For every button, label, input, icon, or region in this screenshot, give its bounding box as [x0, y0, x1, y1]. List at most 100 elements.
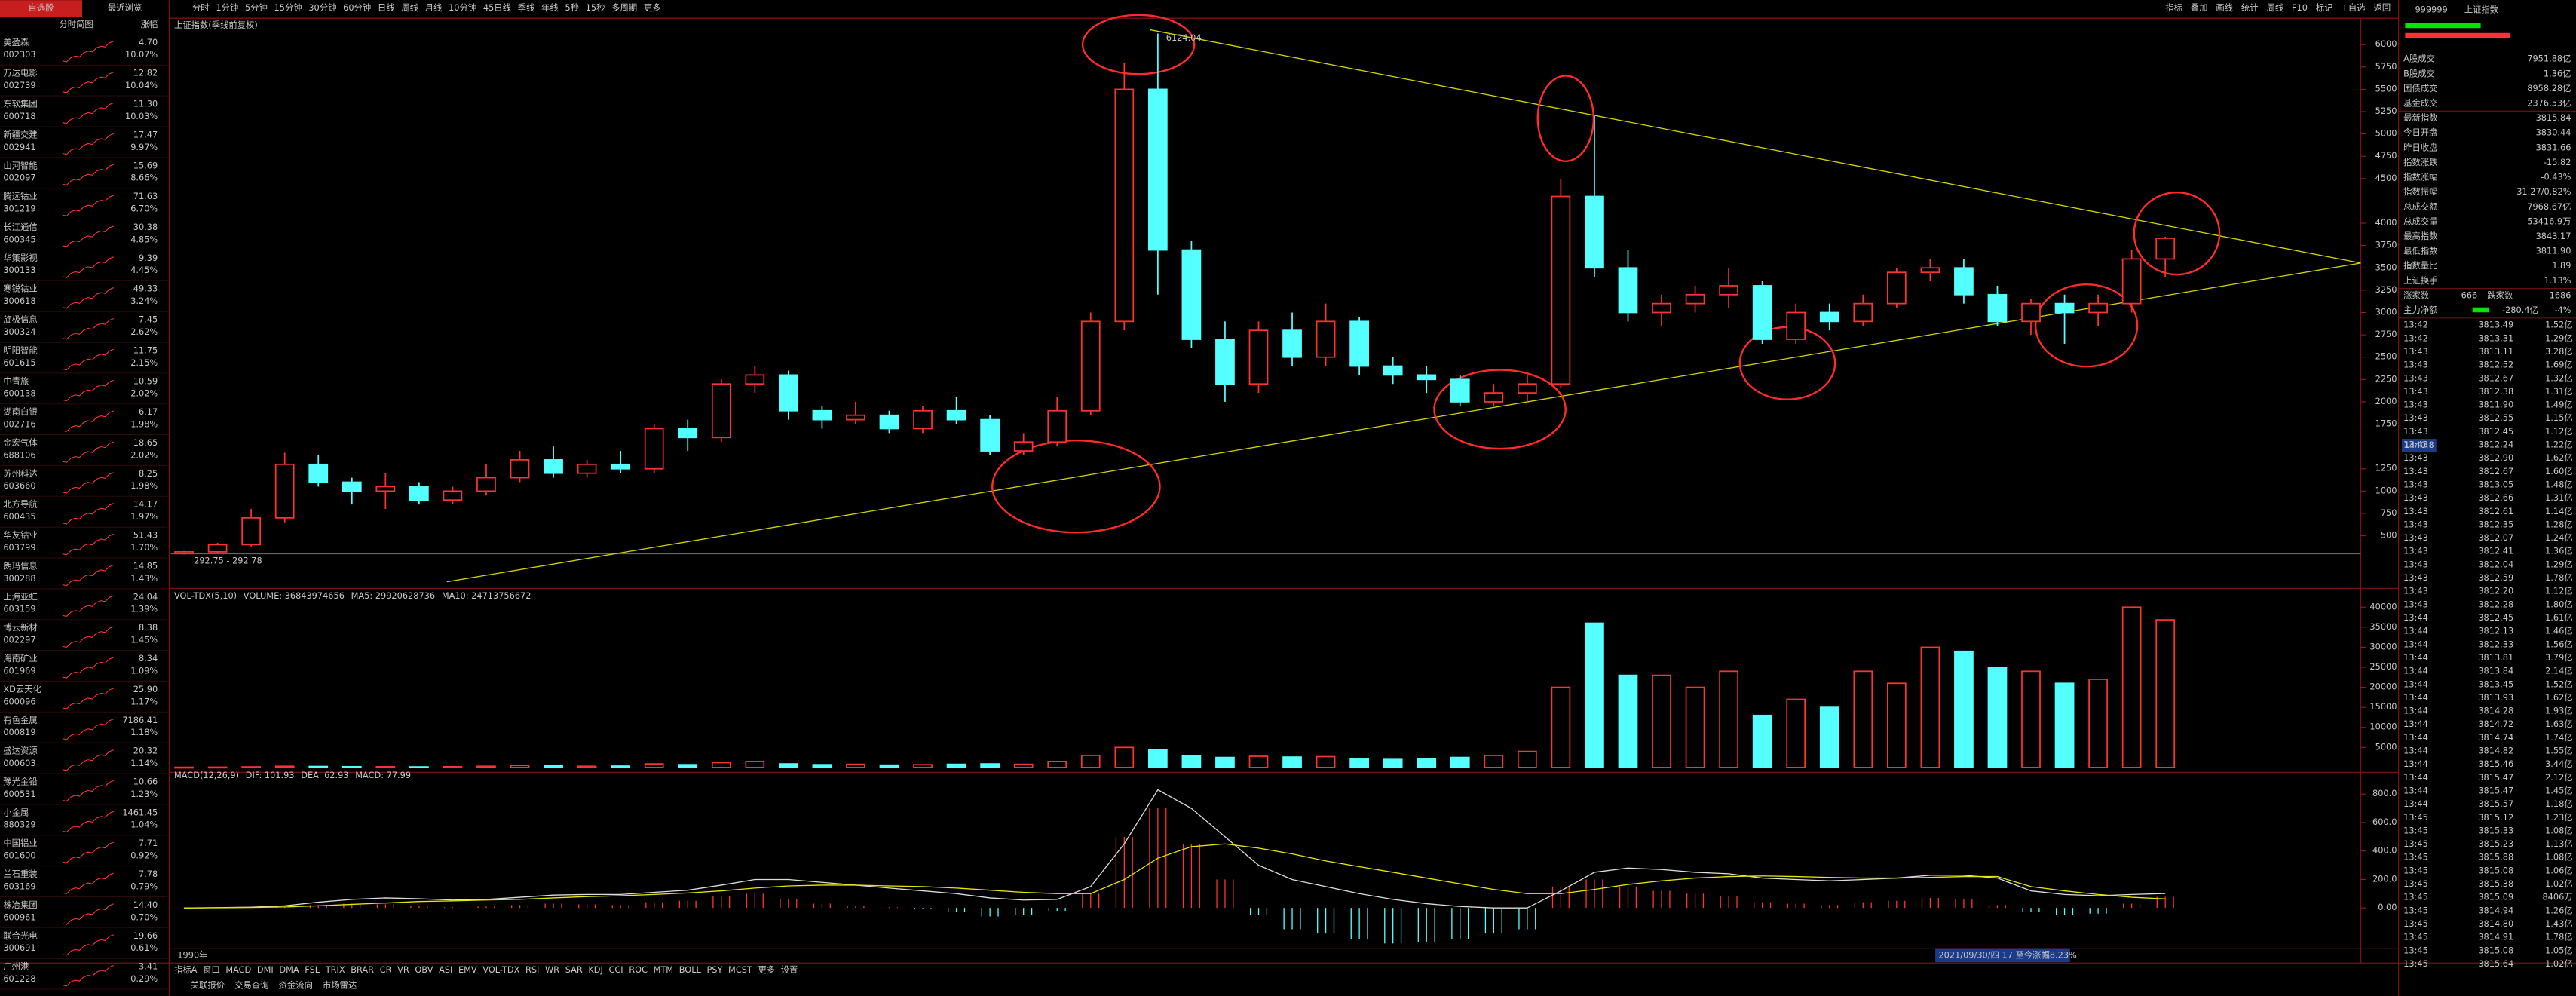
- mini-chart: [62, 903, 114, 925]
- stock-name[interactable]: 朗玛信息: [3, 560, 37, 571]
- period-tab[interactable]: 1分钟: [216, 2, 238, 13]
- stock-name[interactable]: 中青旅: [3, 375, 29, 386]
- stock-name[interactable]: 金宏气体: [3, 437, 38, 448]
- stock-name[interactable]: 万达电影: [3, 68, 37, 78]
- period-tab[interactable]: 30分钟: [308, 2, 336, 13]
- period-tab[interactable]: 日线: [378, 2, 395, 13]
- stock-name[interactable]: 东软集团: [3, 99, 37, 109]
- indicator-tab[interactable]: MCST: [728, 964, 752, 975]
- period-tab[interactable]: 5秒: [565, 2, 579, 13]
- indicator-tab[interactable]: MACD: [225, 964, 251, 975]
- indicator-tab[interactable]: DMI: [257, 964, 274, 975]
- indicator-tab[interactable]: MTM: [654, 964, 673, 975]
- stock-name[interactable]: 华策影视: [3, 253, 37, 263]
- indicator-tab[interactable]: ASI: [439, 964, 452, 975]
- stock-name[interactable]: 小金属: [3, 807, 29, 817]
- period-tab[interactable]: 10分钟: [449, 2, 476, 13]
- period-tab[interactable]: 分时: [192, 2, 210, 13]
- stock-name[interactable]: 旋极信息: [3, 314, 37, 325]
- tick-time: 13:44: [2403, 639, 2428, 649]
- indicator-tab[interactable]: 窗口: [203, 964, 220, 975]
- stock-name[interactable]: 上海亚虹: [3, 591, 37, 602]
- stock-name[interactable]: 长江通信: [3, 222, 37, 232]
- indicator-tab[interactable]: CCI: [608, 964, 623, 975]
- stock-code: 601615: [3, 357, 35, 368]
- indicator-tab[interactable]: OBV: [415, 964, 433, 975]
- stock-name[interactable]: 盛达资源: [3, 746, 37, 756]
- stock-name[interactable]: 寒锐钴业: [3, 283, 37, 294]
- indicator-tab[interactable]: CR: [380, 964, 392, 975]
- indicator-tab[interactable]: SAR: [565, 964, 583, 975]
- tick-volume: 1.22亿: [2545, 440, 2573, 450]
- indicator-tab[interactable]: RSI: [525, 964, 539, 975]
- stock-name[interactable]: 株冶集团: [3, 899, 37, 910]
- indicator-tab[interactable]: ROC: [629, 964, 648, 975]
- period-tab[interactable]: 季线: [518, 2, 535, 13]
- stock-name[interactable]: 海南矿业: [3, 653, 37, 663]
- indicator-tab[interactable]: VR: [397, 964, 409, 975]
- pane-title: VOL-TDX(5,10): [174, 590, 237, 601]
- stock-name[interactable]: 华友钴业: [3, 530, 37, 541]
- stock-name[interactable]: 有色金属: [3, 715, 37, 725]
- indicator-tab[interactable]: DMA: [279, 964, 299, 975]
- stock-name[interactable]: 豫光金铅: [3, 777, 37, 787]
- tool-button[interactable]: F10: [2292, 2, 2308, 13]
- indicator-tab[interactable]: PSY: [706, 964, 722, 975]
- stock-name[interactable]: 腾远钴业: [3, 191, 37, 201]
- indicator-tab[interactable]: TRIX: [325, 964, 345, 975]
- indicator-tab[interactable]: KDJ: [588, 964, 603, 975]
- tick-time: 13:43: [2403, 506, 2428, 516]
- stock-name[interactable]: 广州港: [3, 961, 29, 972]
- indicator-tab[interactable]: BRAR: [351, 964, 374, 975]
- stat-label: 今日开盘: [2403, 127, 2437, 138]
- tool-button[interactable]: 标记: [2316, 2, 2333, 13]
- indicator-tab[interactable]: EMV: [458, 964, 477, 975]
- tool-button[interactable]: 画线: [2216, 2, 2233, 13]
- period-tab[interactable]: 多周期: [611, 2, 637, 13]
- indicator-tab[interactable]: 更多: [758, 964, 775, 975]
- tool-button[interactable]: 统计: [2241, 2, 2259, 13]
- stock-name[interactable]: 山河智能: [3, 160, 37, 170]
- stock-name[interactable]: 苏州科达: [3, 468, 37, 479]
- period-tab[interactable]: 周线: [401, 2, 418, 13]
- tool-button[interactable]: 指标: [2165, 2, 2182, 13]
- mini-chart: [62, 41, 114, 63]
- tab[interactable]: 自选股: [28, 2, 54, 13]
- indicator-tab[interactable]: VOL-TDX: [482, 964, 519, 975]
- panel-tab[interactable]: 市场雷达: [323, 980, 357, 991]
- stock-name[interactable]: XD云天化: [3, 684, 41, 694]
- stock-name[interactable]: 湖南白银: [3, 406, 37, 417]
- period-tab[interactable]: 15分钟: [274, 2, 302, 13]
- period-tab[interactable]: 年线: [541, 2, 559, 13]
- period-tab[interactable]: 15秒: [586, 2, 605, 13]
- tool-button[interactable]: 叠加: [2191, 2, 2208, 13]
- indicator-tab[interactable]: BOLL: [679, 964, 702, 975]
- period-tab[interactable]: 月线: [425, 2, 443, 13]
- stock-name[interactable]: 美盈森: [3, 37, 29, 48]
- tab[interactable]: 最近浏览: [108, 2, 142, 13]
- tool-button[interactable]: 周线: [2266, 2, 2283, 13]
- indicator-tab[interactable]: 指标A: [174, 964, 198, 975]
- period-tab[interactable]: 更多: [644, 2, 661, 13]
- volume-bar: [711, 762, 731, 768]
- indicator-tab[interactable]: WR: [545, 964, 559, 975]
- indicator-tab[interactable]: FSL: [305, 964, 320, 975]
- stock-name[interactable]: 北方导航: [3, 499, 37, 510]
- tool-button[interactable]: +自选: [2341, 2, 2365, 13]
- period-tab[interactable]: 45日线: [483, 2, 511, 13]
- stock-name[interactable]: 联合光电: [3, 930, 37, 941]
- tool-button[interactable]: 返回: [2373, 2, 2391, 13]
- panel-tab[interactable]: 交易查询: [234, 980, 268, 991]
- panel-tab[interactable]: 关联报价: [191, 980, 225, 991]
- stock-name[interactable]: 兰石重装: [3, 869, 37, 879]
- period-tab[interactable]: 5分钟: [245, 2, 268, 13]
- indicator-tab[interactable]: 设置: [781, 964, 798, 975]
- stock-price: 25.90: [133, 684, 158, 694]
- stock-name[interactable]: 明阳智能: [3, 345, 37, 355]
- panel-tab[interactable]: 资金流向: [279, 980, 313, 991]
- stock-name[interactable]: 中国铝业: [3, 838, 37, 848]
- period-tab[interactable]: 60分钟: [343, 2, 371, 13]
- stock-name[interactable]: 新疆交建: [3, 129, 37, 139]
- stock-name[interactable]: 博云新材: [3, 622, 37, 633]
- candle-body: [1987, 293, 2008, 323]
